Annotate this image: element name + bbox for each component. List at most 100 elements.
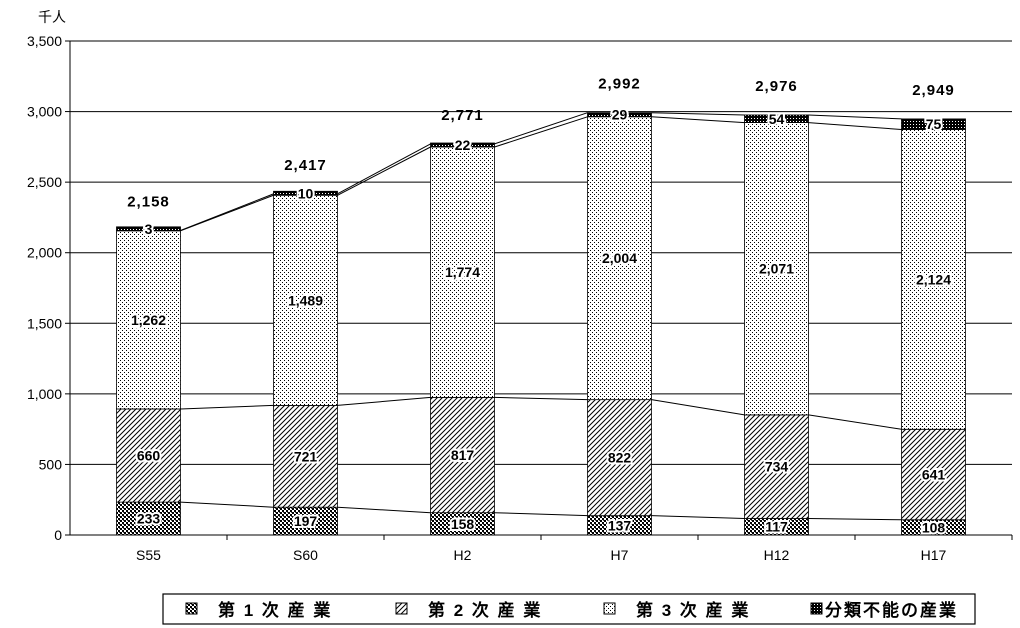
- segment-label: 233: [137, 511, 161, 527]
- x-tick-label: H17: [921, 547, 947, 563]
- total-label: 2,992: [598, 76, 641, 93]
- bar-segment: [587, 112, 652, 118]
- legend-swatch: [810, 602, 823, 615]
- segment-label: 22: [455, 137, 471, 153]
- bar-segment: [430, 142, 495, 148]
- legend-label: 第 2 次 産 業: [428, 600, 542, 620]
- segment-label: 1,489: [288, 292, 323, 308]
- bar-segment: [744, 114, 809, 123]
- x-axis-ticks: S55 S60 H2 H7 H12 H17: [136, 535, 1013, 563]
- connector-line: [808, 114, 902, 120]
- legend-label: 第 1 次 産 業: [218, 600, 332, 620]
- connector-line: [651, 112, 745, 116]
- y-tick-label: 1,000: [27, 386, 62, 402]
- segment-label: 108: [922, 519, 946, 535]
- y-tick-label: 3,000: [27, 104, 62, 120]
- bar-segment: [901, 118, 966, 130]
- gridlines: [70, 40, 1012, 465]
- y-tick-label: 3,500: [27, 33, 62, 49]
- bar-segment: [273, 506, 338, 536]
- legend-label: 分類不能の産業: [825, 600, 958, 620]
- segment-label: 2,004: [602, 250, 637, 266]
- bar-segment: [901, 129, 966, 430]
- connector-line: [494, 512, 588, 517]
- total-label: 2,976: [755, 78, 798, 95]
- segment-label: 158: [451, 516, 475, 532]
- connector-line: [808, 517, 902, 521]
- segment-label: 10: [298, 185, 314, 201]
- bar-segment: [744, 122, 809, 416]
- x-tick-label: S60: [293, 547, 318, 563]
- legend-swatch: [395, 602, 408, 615]
- series-connector-lines: [180, 112, 902, 521]
- total-label: 2,949: [912, 82, 955, 99]
- bar-segment: [587, 399, 652, 517]
- connector-line: [808, 414, 902, 430]
- segment-label: 822: [608, 450, 632, 466]
- bar-segment: [901, 428, 966, 521]
- segment-label: 721: [294, 448, 318, 464]
- connector-line: [651, 399, 745, 416]
- connector-line: [808, 122, 902, 130]
- connector-line: [651, 515, 745, 519]
- bars: [116, 112, 966, 536]
- connector-line: [180, 193, 274, 231]
- bar-segment: [116, 408, 181, 503]
- total-labels: 2,158 2,417 2,771 2,992 2,976 2,949: [127, 76, 955, 211]
- segment-label: 3: [145, 221, 153, 237]
- segment-label: 641: [922, 467, 946, 483]
- connector-line: [180, 404, 274, 410]
- x-tick-label: H7: [611, 547, 629, 563]
- x-tick-label: H2: [454, 547, 472, 563]
- legend-swatch: [185, 602, 198, 615]
- segment-label: 1,262: [131, 312, 166, 328]
- segment-label: 197: [294, 513, 318, 529]
- segment-label: 54: [769, 111, 785, 127]
- segment-label: 75: [926, 116, 942, 132]
- legend-swatch: [603, 602, 616, 615]
- segment-label: 2,071: [759, 261, 794, 277]
- bar-segment: [273, 405, 338, 508]
- bar-segment: [587, 116, 652, 401]
- segment-label: 2,124: [916, 271, 951, 287]
- x-tick-label: S55: [136, 547, 161, 563]
- connector-line: [337, 143, 431, 195]
- connector-line: [337, 396, 431, 406]
- y-axis-ticks: 0 500 1,000 1,500 2,000 2,500 3,000 3,500: [27, 33, 70, 543]
- connector-line: [180, 501, 274, 508]
- connector-line: [180, 194, 274, 232]
- y-tick-label: 1,500: [27, 315, 62, 331]
- bar-segment: [430, 146, 495, 398]
- y-tick-label: 2,500: [27, 174, 62, 190]
- total-label: 2,417: [284, 157, 327, 174]
- segment-labels: 233 660 1,262 3 197 721 1,489 10 158 817 1,774 22 13…: [129, 105, 953, 538]
- segment-label: 817: [451, 447, 475, 463]
- segment-label: 1,774: [445, 264, 480, 280]
- y-tick-label: 2,000: [27, 245, 62, 261]
- bar-segment: [744, 414, 809, 519]
- legend: 第 1 次 産 業 第 2 次 産 業 第 3 次 産 業 分類不能の産業: [162, 593, 976, 625]
- connector-line: [494, 112, 588, 145]
- y-tick-label: 500: [39, 456, 63, 472]
- legend-label: 第 3 次 産 業: [636, 600, 750, 620]
- connector-line: [337, 146, 431, 196]
- segment-label: 29: [612, 107, 628, 123]
- bar-segment: [116, 226, 181, 232]
- bar-segment: [273, 190, 338, 196]
- legend-frame: [162, 593, 976, 625]
- bar-segment: [273, 194, 338, 406]
- y-axis-unit-label: 千人: [38, 9, 66, 25]
- connector-line: [651, 116, 745, 124]
- connector-line: [337, 506, 431, 514]
- connector-line: [494, 116, 588, 148]
- x-tick-label: H12: [764, 547, 790, 563]
- bar-segment: [116, 230, 181, 410]
- total-label: 2,771: [441, 107, 484, 124]
- segment-label: 660: [137, 448, 161, 464]
- y-tick-label: 0: [54, 527, 62, 543]
- segment-label: 734: [765, 459, 789, 475]
- segment-label: 117: [765, 519, 788, 535]
- total-label: 2,158: [127, 193, 170, 210]
- segment-label: 137: [608, 517, 632, 533]
